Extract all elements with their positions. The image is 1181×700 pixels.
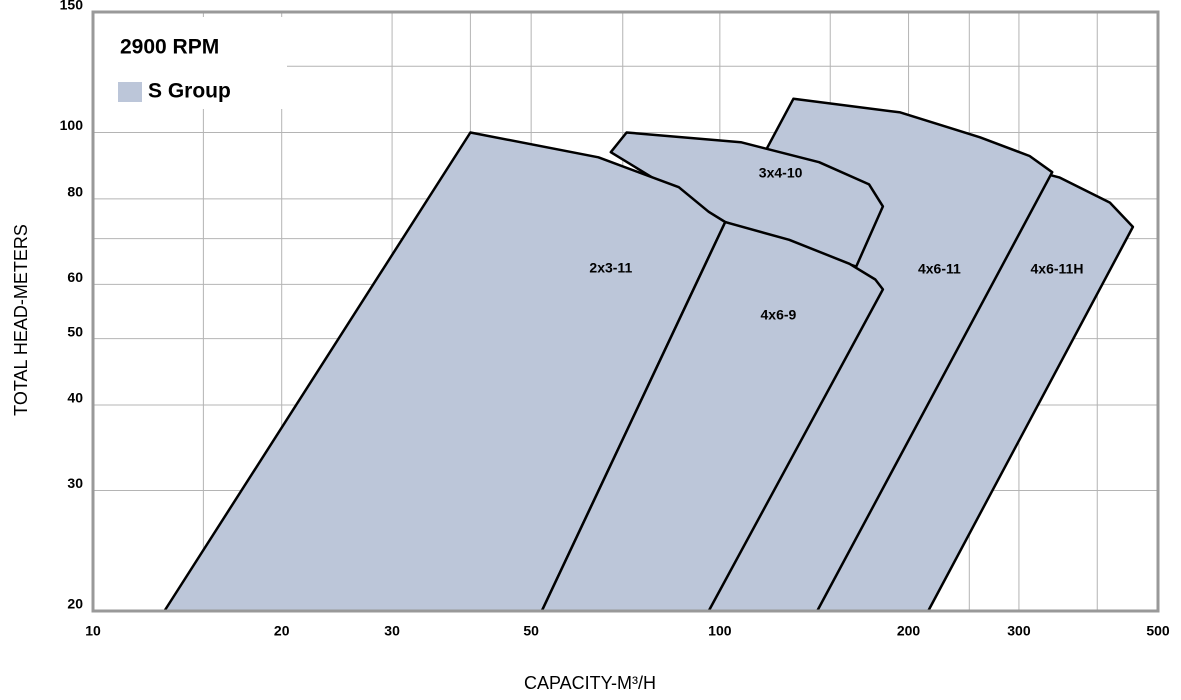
- region-label: 4x6-9: [761, 306, 797, 322]
- y-tick-label: 150: [60, 0, 84, 13]
- x-tick-label: 100: [708, 623, 732, 639]
- y-tick-label: 100: [60, 117, 84, 133]
- x-tick-label: 30: [384, 623, 400, 639]
- x-tick-label: 500: [1146, 623, 1170, 639]
- regions: 4x6-11H 4x6-11 3x4-10 2x3-11 4x6-9: [163, 97, 1135, 613]
- x-tick-label: 300: [1007, 623, 1031, 639]
- y-axis-label: TOTAL HEAD-METERS: [11, 224, 31, 416]
- region-label: 4x6-11: [918, 261, 961, 277]
- subtitle: 2900 RPM: [120, 36, 219, 59]
- region-label: 2x3-11: [589, 260, 632, 276]
- legend-label: S Group: [148, 80, 231, 103]
- y-tick-label: 60: [67, 269, 83, 285]
- y-tick-label: 20: [67, 596, 83, 612]
- legend-swatch: [118, 82, 142, 102]
- y-tick-label: 50: [67, 323, 83, 339]
- region-label: 4x6-11H: [1031, 261, 1084, 277]
- y-tick-label: 30: [67, 475, 83, 491]
- x-tick-label: 50: [523, 623, 539, 639]
- coverage-region: [540, 220, 885, 613]
- y-tick-label: 40: [67, 390, 83, 406]
- plot-border: [91, 10, 1160, 613]
- x-tick-label: 10: [85, 623, 101, 639]
- x-axis-label: CAPACITY-M³/H: [524, 673, 656, 693]
- y-tick-label: 80: [67, 184, 83, 200]
- x-tick-label: 20: [274, 623, 290, 639]
- region-label: 3x4-10: [759, 165, 803, 181]
- x-tick-label: 200: [897, 623, 921, 639]
